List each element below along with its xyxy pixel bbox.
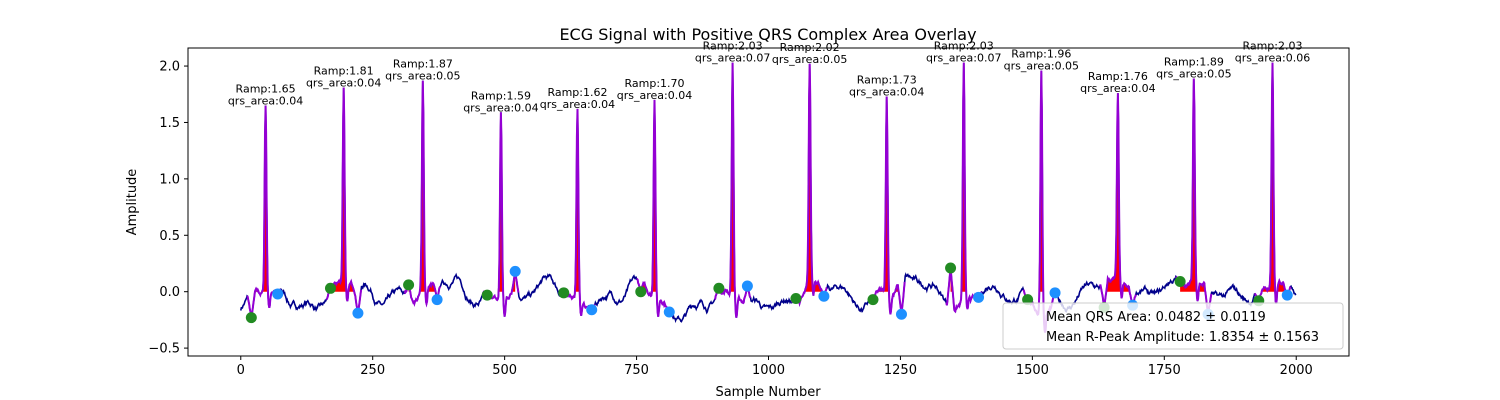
qrs-segment-3 bbox=[403, 80, 442, 308]
qrs-area-label-2: qrs_area:0.04 bbox=[306, 76, 381, 89]
y-tick-label-5: 2.0 bbox=[159, 60, 180, 75]
x-tick-label-0: 0 bbox=[237, 363, 245, 378]
q-point-marker-2 bbox=[324, 282, 336, 294]
axis-ticks: 0 250 500 750 1000 1250 1500 1750 2000 −0.5 0.0 0.5… bbox=[148, 60, 1312, 378]
x-tick-label-7: 1750 bbox=[1148, 363, 1181, 378]
s-point-marker-10 bbox=[973, 291, 985, 303]
q-point-marker-5 bbox=[558, 287, 570, 299]
qrs-segment-6 bbox=[636, 99, 674, 317]
legend-box bbox=[1002, 302, 1344, 350]
legend: Mean QRS Area: 0.0482 ± 0.0119 Mean R-Pe… bbox=[1002, 302, 1344, 350]
legend-entry-mean-r-peak: Mean R-Peak Amplitude: 1.8354 ± 0.1563 bbox=[1046, 330, 1319, 345]
s-point-marker-4 bbox=[509, 265, 521, 277]
x-tick-label-8: 2000 bbox=[1280, 363, 1313, 378]
ramp-label-6: Ramp:1.70 bbox=[624, 77, 684, 90]
qrs-segment-12 bbox=[1098, 93, 1137, 310]
s-point-marker-2 bbox=[352, 307, 364, 319]
qrs-area-label-11: qrs_area:0.05 bbox=[1004, 60, 1079, 73]
ramp-label-1: Ramp:1.65 bbox=[236, 83, 296, 96]
qrs-area-label-3: qrs_area:0.05 bbox=[385, 70, 460, 83]
q-point-marker-9 bbox=[867, 294, 879, 306]
x-tick-label-3: 750 bbox=[624, 363, 649, 378]
qrs-area-label-4: qrs_area:0.04 bbox=[463, 101, 538, 114]
y-tick-label-0: −0.5 bbox=[148, 342, 180, 357]
q-point-marker-7 bbox=[713, 282, 725, 294]
ramp-label-10: Ramp:2.03 bbox=[934, 40, 994, 53]
qrs-area-label-9: qrs_area:0.04 bbox=[849, 86, 924, 99]
qrs-area-label-10: qrs_area:0.07 bbox=[926, 52, 1001, 65]
ramp-label-14: Ramp:2.03 bbox=[1242, 40, 1302, 53]
ramp-label-3: Ramp:1.87 bbox=[393, 58, 453, 71]
q-point-marker-11 bbox=[1022, 294, 1034, 306]
qrs-area-label-8: qrs_area:0.05 bbox=[772, 53, 847, 66]
qrs-area-label-7: qrs_area:0.07 bbox=[695, 52, 770, 65]
qrs-area-label-5: qrs_area:0.04 bbox=[540, 98, 615, 111]
q-point-marker-6 bbox=[635, 286, 647, 298]
x-tick-label-6: 1500 bbox=[1016, 363, 1049, 378]
y-tick-label-3: 1.0 bbox=[159, 172, 180, 187]
y-tick-label-1: 0.0 bbox=[159, 285, 180, 300]
qrs-area-fill-3 bbox=[408, 80, 438, 292]
y-tick-label-4: 1.5 bbox=[159, 116, 180, 131]
q-point-marker-8 bbox=[790, 292, 802, 304]
q-point-marker-13 bbox=[1174, 276, 1186, 288]
x-tick-label-1: 250 bbox=[360, 363, 385, 378]
qrs-area-label-14: qrs_area:0.06 bbox=[1235, 52, 1310, 65]
chart-title: ECG Signal with Positive QRS Complex Are… bbox=[559, 25, 976, 44]
s-point-marker-9 bbox=[895, 308, 907, 320]
ramp-label-13: Ramp:1.89 bbox=[1164, 55, 1224, 68]
ramp-label-4: Ramp:1.59 bbox=[471, 89, 531, 102]
ramp-label-9: Ramp:1.73 bbox=[857, 74, 917, 87]
s-point-marker-5 bbox=[586, 304, 598, 316]
qrs-area-label-6: qrs_area:0.04 bbox=[617, 89, 692, 102]
x-tick-label-4: 1000 bbox=[752, 363, 785, 378]
y-tick-label-2: 0.5 bbox=[159, 229, 180, 244]
legend-entry-mean-qrs-area: Mean QRS Area: 0.0482 ± 0.0119 bbox=[1046, 310, 1266, 325]
q-point-marker-4 bbox=[481, 289, 493, 301]
s-point-marker-1 bbox=[272, 288, 284, 300]
x-axis-label: Sample Number bbox=[715, 385, 821, 400]
plot-area: Ramp:1.65qrs_area:0.04Ramp:1.81qrs_area:… bbox=[228, 40, 1310, 333]
q-point-marker-10 bbox=[945, 262, 957, 274]
s-point-marker-3 bbox=[431, 294, 443, 306]
s-point-marker-11 bbox=[1049, 287, 1061, 299]
s-point-marker-14 bbox=[1281, 289, 1293, 301]
ramp-label-12: Ramp:1.76 bbox=[1088, 70, 1148, 83]
qrs-area-label-12: qrs_area:0.04 bbox=[1080, 82, 1155, 95]
s-point-marker-7 bbox=[741, 280, 753, 292]
ramp-label-11: Ramp:1.96 bbox=[1011, 48, 1071, 61]
ramp-label-5: Ramp:1.62 bbox=[547, 86, 607, 99]
x-tick-label-2: 500 bbox=[492, 363, 517, 378]
q-point-marker-3 bbox=[403, 279, 415, 291]
q-point-marker-1 bbox=[245, 312, 257, 324]
qrs-area-label-13: qrs_area:0.05 bbox=[1156, 67, 1231, 80]
s-point-marker-6 bbox=[663, 306, 675, 318]
ramp-label-2: Ramp:1.81 bbox=[314, 64, 374, 77]
y-axis-label: Amplitude bbox=[125, 169, 140, 236]
s-point-marker-8 bbox=[818, 290, 830, 302]
x-tick-label-5: 1250 bbox=[884, 363, 917, 378]
qrs-segment-14 bbox=[1254, 62, 1292, 304]
ramp-label-7: Ramp:2.03 bbox=[703, 40, 763, 53]
ramp-label-8: Ramp:2.02 bbox=[780, 41, 840, 54]
qrs-area-label-1: qrs_area:0.04 bbox=[228, 95, 303, 108]
